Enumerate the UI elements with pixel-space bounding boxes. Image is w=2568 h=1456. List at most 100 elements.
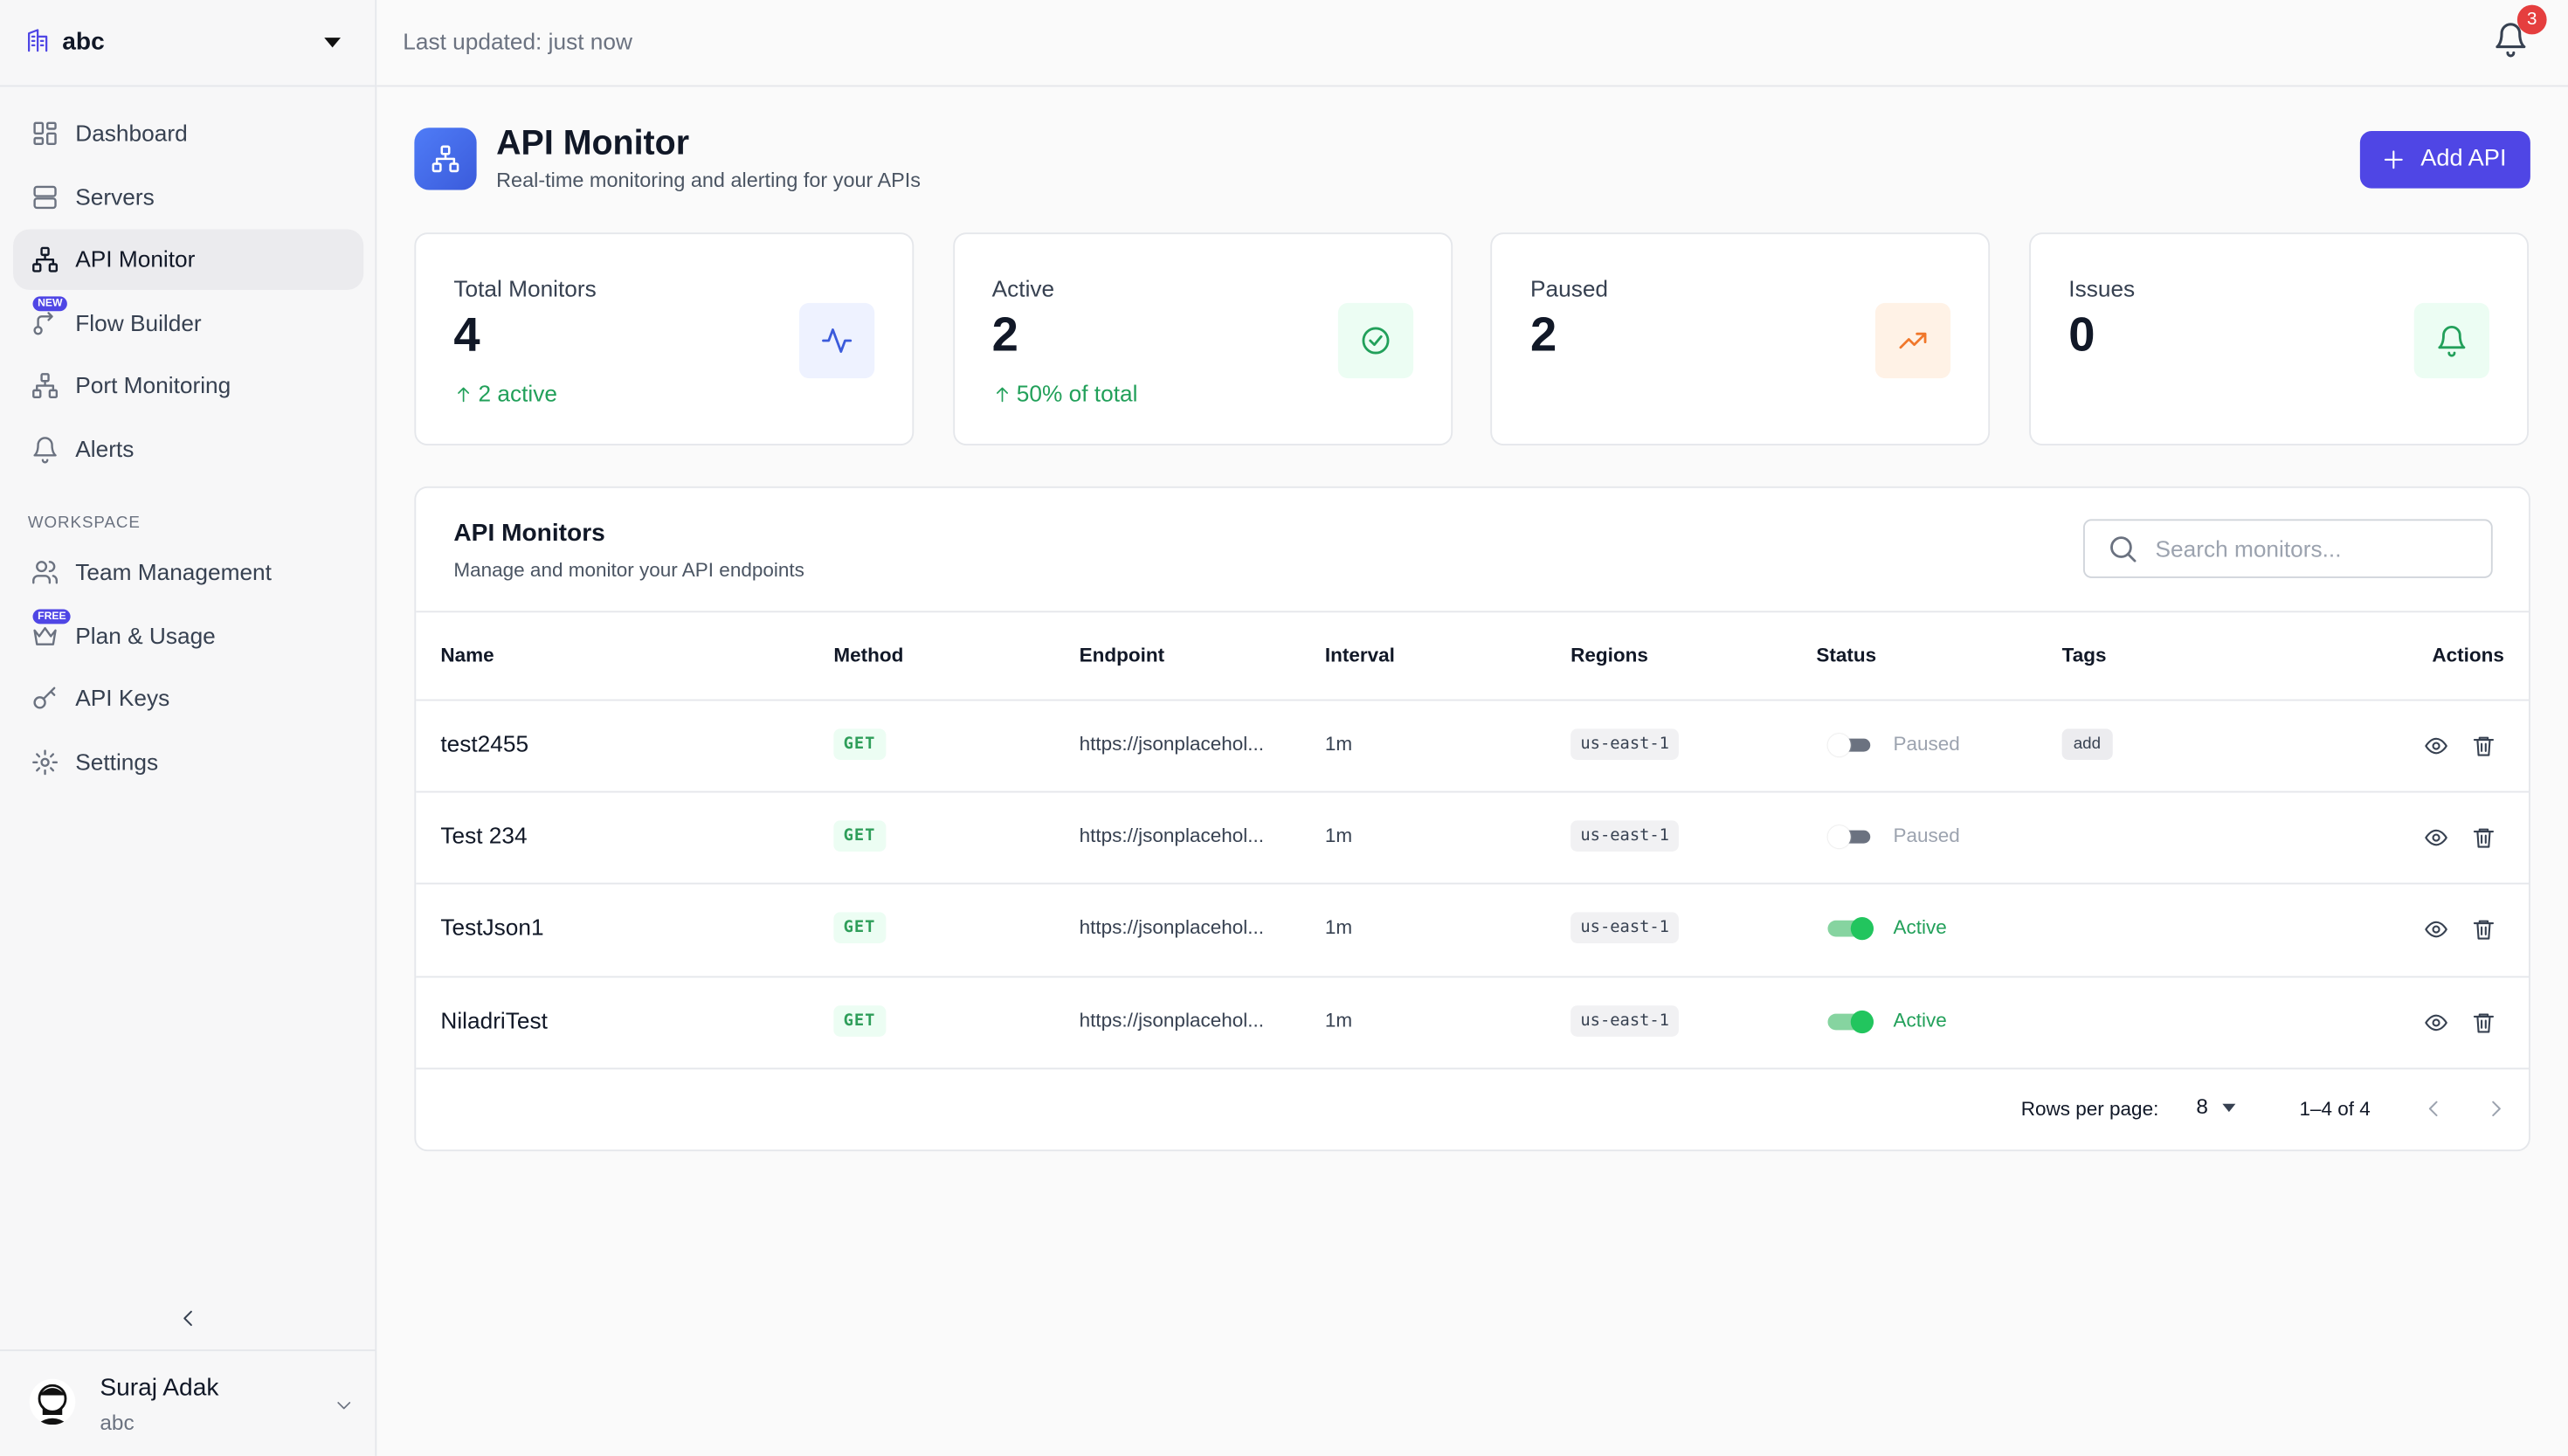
interval: 1m bbox=[1324, 824, 1353, 847]
nav-item[interactable]: API Keys bbox=[13, 668, 363, 728]
trend-up bbox=[453, 383, 473, 404]
endpoint: https://jsonplacehol... bbox=[1079, 1008, 1265, 1032]
nav-badge: NEW bbox=[32, 295, 68, 311]
status-label: Active bbox=[1893, 1008, 1947, 1032]
notifications[interactable] bbox=[2493, 21, 2529, 58]
stat-icon bbox=[1337, 302, 1413, 379]
method-badge: GET bbox=[833, 913, 886, 944]
page-icon bbox=[414, 128, 477, 190]
trend-up bbox=[992, 383, 1012, 404]
nav-label: API Keys bbox=[75, 684, 170, 711]
status-toggle[interactable] bbox=[1827, 917, 1874, 941]
nav-icon-svg bbox=[32, 749, 59, 775]
monitor-name: NiladriTest bbox=[440, 1006, 548, 1033]
toggle-knob bbox=[1827, 825, 1851, 849]
nav-icon bbox=[31, 748, 59, 776]
method-badge: GET bbox=[833, 1004, 886, 1037]
nav-icon bbox=[31, 245, 59, 273]
org-caret[interactable] bbox=[324, 38, 341, 48]
table-card: API Monitors Manage and monitor your API … bbox=[414, 486, 2530, 1152]
region-badge: us-east-1 bbox=[1570, 913, 1680, 944]
view-action-svg bbox=[2425, 830, 2447, 846]
nav-icon bbox=[31, 372, 59, 400]
nav-icon bbox=[31, 622, 59, 650]
delete-action-svg bbox=[2473, 736, 2495, 756]
status-toggle[interactable] bbox=[1827, 825, 1874, 849]
org-icon-svg bbox=[28, 29, 48, 52]
plus-icon bbox=[2381, 148, 2406, 172]
status-toggle[interactable] bbox=[1827, 734, 1874, 757]
nav-label: Dashboard bbox=[75, 119, 188, 146]
view-action[interactable] bbox=[2424, 734, 2448, 758]
nav-item[interactable]: Dashboard bbox=[13, 103, 363, 163]
nav-item[interactable]: Plan & Usage FREE bbox=[13, 605, 363, 666]
delete-action[interactable] bbox=[2471, 1010, 2496, 1034]
view-action[interactable] bbox=[2424, 825, 2448, 850]
nav-item[interactable]: Team Management bbox=[13, 542, 363, 603]
page-title: API Monitor bbox=[496, 124, 690, 162]
nav-label: Flow Builder bbox=[75, 308, 202, 335]
stat-card: Total Monitors 4 2 active bbox=[414, 232, 915, 445]
column-header: Interval bbox=[1324, 643, 1395, 667]
column-header: Name bbox=[440, 643, 494, 667]
nav-item[interactable]: Alerts bbox=[13, 418, 363, 479]
nav-item[interactable]: Port Monitoring bbox=[13, 355, 363, 416]
stat-icon bbox=[799, 302, 875, 379]
delete-action[interactable] bbox=[2471, 734, 2496, 758]
view-action[interactable] bbox=[2424, 918, 2448, 942]
prev-page[interactable] bbox=[2422, 1097, 2445, 1120]
nav-icon bbox=[31, 435, 59, 463]
prev-page-svg bbox=[2428, 1101, 2438, 1117]
page-subtitle: Real-time monitoring and alerting for yo… bbox=[496, 169, 922, 192]
delete-action-svg bbox=[2473, 921, 2495, 941]
view-action[interactable] bbox=[2424, 1010, 2448, 1034]
stat-card: Active 2 50% of total bbox=[952, 232, 1453, 445]
toggle-knob bbox=[1827, 734, 1851, 757]
nav-item[interactable]: Servers bbox=[13, 166, 363, 226]
nav-item[interactable]: Flow Builder NEW bbox=[13, 293, 363, 353]
nav-item[interactable]: Settings bbox=[13, 731, 363, 791]
interval: 1m bbox=[1324, 732, 1353, 756]
row-divider bbox=[416, 883, 2529, 886]
delete-action[interactable] bbox=[2471, 825, 2496, 850]
stat-note: 2 active bbox=[478, 380, 557, 406]
stat-note: 50% of total bbox=[1016, 380, 1138, 406]
user-menu-svg bbox=[337, 1402, 351, 1410]
plus-icon-svg bbox=[2384, 150, 2403, 169]
nav-item[interactable]: API Monitor bbox=[13, 229, 364, 290]
divider bbox=[416, 611, 2529, 613]
trend-up-svg bbox=[458, 387, 470, 403]
delete-action[interactable] bbox=[2471, 918, 2496, 942]
sidebar: abc Dashboard Servers API Monitor Flow Build… bbox=[0, 0, 377, 1456]
nav-icon-svg bbox=[33, 436, 57, 463]
add-api-label: Add API bbox=[2420, 145, 2507, 172]
add-api-button[interactable]: Add API bbox=[2359, 131, 2530, 189]
stat-icon-svg bbox=[2438, 325, 2466, 357]
nav-icon-svg bbox=[33, 626, 57, 645]
status-toggle[interactable] bbox=[1827, 1010, 1874, 1033]
view-action-svg bbox=[2425, 921, 2447, 939]
divider bbox=[0, 85, 376, 87]
nav-icon bbox=[31, 558, 59, 586]
nav-label: Plan & Usage bbox=[75, 621, 216, 648]
rows-per-page-select[interactable]: 8 bbox=[2196, 1091, 2245, 1124]
avatar bbox=[29, 1378, 76, 1425]
section-label: WORKSPACE bbox=[27, 514, 141, 533]
method-badge: GET bbox=[833, 728, 886, 760]
page-icon-svg bbox=[431, 145, 459, 173]
status-label: Active bbox=[1893, 915, 1947, 940]
region-badge: us-east-1 bbox=[1570, 1004, 1680, 1037]
nav-badge: FREE bbox=[32, 608, 72, 624]
table-title: API Monitors bbox=[453, 519, 605, 548]
page-range: 1–4 of 4 bbox=[2299, 1097, 2371, 1121]
nav-icon bbox=[31, 183, 59, 210]
table-subtitle: Manage and monitor your API endpoints bbox=[453, 558, 804, 582]
column-header: Regions bbox=[1570, 643, 1648, 667]
nav-label: Settings bbox=[75, 747, 159, 774]
nav-icon-svg bbox=[32, 246, 59, 273]
nav-icon-svg bbox=[33, 121, 57, 145]
search-icon-svg bbox=[2110, 536, 2137, 562]
search-input[interactable]: Search monitors... bbox=[2083, 519, 2493, 578]
next-page[interactable] bbox=[2484, 1097, 2507, 1120]
rows-per-page-label: Rows per page: bbox=[2020, 1097, 2159, 1121]
